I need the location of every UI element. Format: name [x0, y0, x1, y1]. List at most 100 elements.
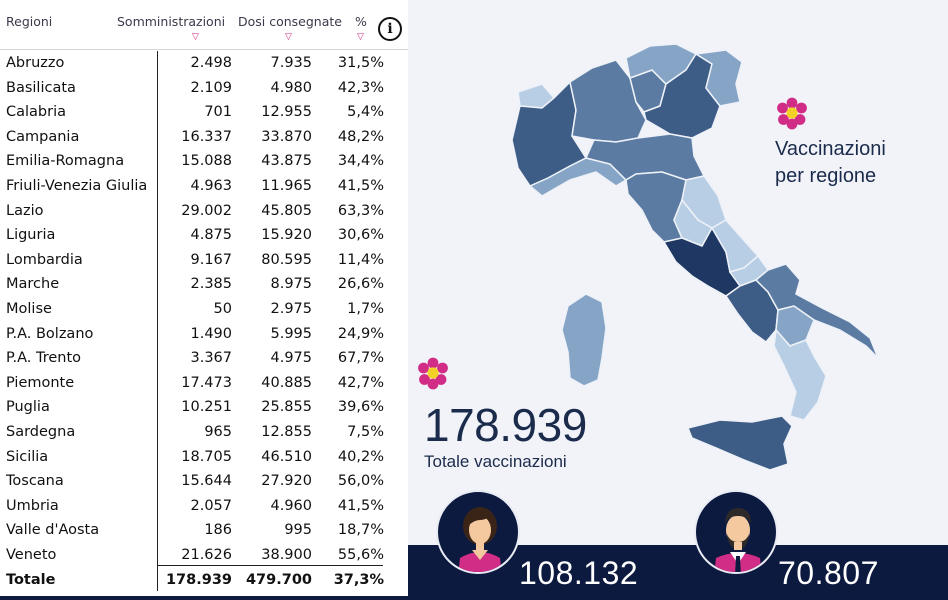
- region-cell: Umbria: [6, 497, 59, 514]
- table-row[interactable]: Basilicata 2.109 4.980 42,3%: [0, 76, 408, 101]
- column-divider: [157, 51, 158, 591]
- info-icon[interactable]: i: [378, 17, 402, 41]
- table-row[interactable]: Molise 50 2.975 1,7%: [0, 297, 408, 322]
- region-friuli[interactable]: [693, 49, 743, 107]
- percent-cell: 55,6%: [337, 546, 384, 563]
- region-cell: Sicilia: [6, 448, 49, 465]
- doses-cell: 4.960: [270, 497, 312, 514]
- percent-cell: 41,5%: [337, 177, 384, 194]
- percent-cell: 37,3%: [333, 572, 384, 589]
- percent-cell: 67,7%: [337, 350, 384, 367]
- region-cell: Emilia-Romagna: [6, 153, 125, 170]
- administrations-cell: 4.875: [190, 227, 232, 244]
- administrations-cell: 1.490: [190, 325, 232, 342]
- region-cell: Basilicata: [6, 79, 76, 96]
- region-sardegna[interactable]: [561, 293, 607, 387]
- administrations-cell: 18.705: [181, 448, 232, 465]
- table-header: Regioni Somministrazioni ▽ Dosi consegna…: [0, 0, 408, 50]
- doses-cell: 2.975: [270, 300, 312, 317]
- doses-cell: 25.855: [261, 399, 312, 416]
- doses-cell: 5.995: [270, 325, 312, 342]
- region-toscana[interactable]: [625, 171, 687, 243]
- total-vaccinations-value: 178.939: [424, 399, 587, 451]
- region-sicilia[interactable]: [686, 415, 793, 471]
- doses-cell: 995: [284, 522, 312, 539]
- header-regions[interactable]: Regioni: [6, 14, 53, 29]
- region-cell: Totale: [6, 572, 56, 589]
- table-row[interactable]: Abruzzo 2.498 7.935 31,5%: [0, 51, 408, 76]
- percent-cell: 42,7%: [337, 374, 384, 391]
- doses-cell: 12.955: [261, 104, 312, 121]
- table-row[interactable]: Lazio 29.002 45.805 63,3%: [0, 199, 408, 224]
- percent-cell: 48,2%: [337, 128, 384, 145]
- table-row[interactable]: Calabria 701 12.955 5,4%: [0, 100, 408, 125]
- percent-cell: 24,9%: [337, 325, 384, 342]
- map-title-line2: per regione: [775, 165, 877, 187]
- man-avatar-icon: [694, 490, 778, 574]
- region-cell: Friuli-Venezia Giulia: [6, 177, 148, 194]
- region-lombardia[interactable]: [569, 59, 647, 143]
- total-vaccinations-label: Totale vaccinazioni: [424, 452, 567, 471]
- table-row[interactable]: Sicilia 18.705 46.510 40,2%: [0, 445, 408, 470]
- table-row[interactable]: Marche 2.385 8.975 26,6%: [0, 272, 408, 297]
- percent-cell: 1,7%: [347, 300, 384, 317]
- administrations-cell: 21.626: [181, 546, 232, 563]
- table-total-row[interactable]: Totale 178.939 479.700 37,3%: [0, 567, 408, 592]
- administrations-cell: 15.644: [181, 473, 232, 490]
- header-administrations[interactable]: Somministrazioni: [117, 14, 226, 29]
- region-cell: Toscana: [6, 473, 64, 490]
- table-row[interactable]: P.A. Bolzano 1.490 5.995 24,9%: [0, 322, 408, 347]
- region-cell: Lazio: [6, 202, 44, 219]
- table-row[interactable]: P.A. Trento 3.367 4.975 67,7%: [0, 346, 408, 371]
- table-row[interactable]: Campania 16.337 33.870 48,2%: [0, 125, 408, 150]
- total-divider: [157, 565, 383, 566]
- region-cell: Veneto: [6, 546, 57, 563]
- table-row[interactable]: Puglia 10.251 25.855 39,6%: [0, 395, 408, 420]
- table-row[interactable]: Piemonte 17.473 40.885 42,7%: [0, 371, 408, 396]
- administrations-cell: 2.057: [190, 497, 232, 514]
- region-cell: Molise: [6, 300, 52, 317]
- table-row[interactable]: Valle d'Aosta 186 995 18,7%: [0, 518, 408, 543]
- administrations-cell: 2.385: [190, 276, 232, 293]
- doses-cell: 4.975: [270, 350, 312, 367]
- doses-cell: 15.920: [261, 227, 312, 244]
- percent-cell: 39,6%: [337, 399, 384, 416]
- table-row[interactable]: Liguria 4.875 15.920 30,6%: [0, 223, 408, 248]
- table-row[interactable]: Toscana 15.644 27.920 56,0%: [0, 469, 408, 494]
- administrations-cell: 17.473: [181, 374, 232, 391]
- sort-percent-icon[interactable]: ▽: [357, 31, 364, 41]
- table-row[interactable]: Friuli-Venezia Giulia 4.963 11.965 41,5%: [0, 174, 408, 199]
- administrations-cell: 4.963: [190, 177, 232, 194]
- doses-cell: 38.900: [261, 546, 312, 563]
- percent-cell: 7,5%: [347, 423, 384, 440]
- sort-doses-icon[interactable]: ▽: [285, 31, 292, 41]
- region-cell: Marche: [6, 276, 60, 293]
- doses-cell: 11.965: [261, 177, 312, 194]
- region-cell: Piemonte: [6, 374, 75, 391]
- administrations-cell: 9.167: [190, 251, 232, 268]
- percent-cell: 41,5%: [337, 497, 384, 514]
- women-count: 108.132: [519, 555, 639, 591]
- table-row[interactable]: Lombardia 9.167 80.595 11,4%: [0, 248, 408, 273]
- bottom-strip: [0, 596, 408, 600]
- table-row[interactable]: Sardegna 965 12.855 7,5%: [0, 420, 408, 445]
- woman-avatar-icon: [436, 490, 520, 574]
- header-percent[interactable]: %: [355, 14, 367, 29]
- region-cell: P.A. Bolzano: [6, 325, 94, 342]
- region-cell: Abruzzo: [6, 55, 65, 71]
- administrations-cell: 10.251: [181, 399, 232, 416]
- administrations-cell: 29.002: [181, 202, 232, 219]
- administrations-cell: 2.109: [190, 79, 232, 96]
- doses-cell: 45.805: [261, 202, 312, 219]
- italy-map: [511, 43, 879, 471]
- sort-administrations-icon[interactable]: ▽: [192, 31, 199, 41]
- table-row[interactable]: Veneto 21.626 38.900 55,6%: [0, 543, 408, 568]
- table-row[interactable]: Emilia-Romagna 15.088 43.875 34,4%: [0, 149, 408, 174]
- percent-cell: 56,0%: [337, 473, 384, 490]
- region-cell: Calabria: [6, 104, 67, 121]
- region-cell: Puglia: [6, 399, 50, 416]
- table-row[interactable]: Umbria 2.057 4.960 41,5%: [0, 494, 408, 519]
- region-cell: P.A. Trento: [6, 350, 82, 367]
- region-calabria[interactable]: [773, 328, 827, 421]
- header-doses[interactable]: Dosi consegnate: [238, 14, 342, 29]
